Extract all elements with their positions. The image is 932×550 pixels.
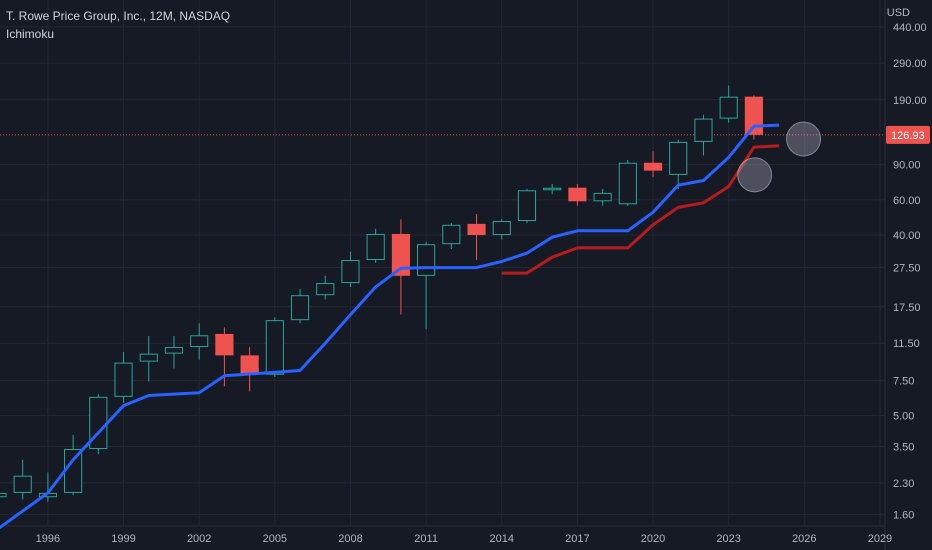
last-price-label: 126.93 [891,130,925,142]
time-tick-label: 2020 [641,533,665,545]
time-tick-label: 2011 [414,533,438,545]
price-axis[interactable]: 440.00 290.00 190.00 90.00 60.00 40.00 27.50 17… [893,22,927,521]
candle-body [290,295,310,321]
price-tick-label: 27.50 [893,263,921,275]
grid-lines [0,0,885,526]
candle-body [492,221,511,236]
candle[interactable] [13,459,32,500]
candle[interactable] [442,222,461,250]
candle[interactable] [492,219,511,240]
candle-body [164,347,184,354]
price-tick-label: 3.50 [893,441,914,453]
candle-body [618,162,637,205]
candle-body [13,475,32,493]
candle[interactable] [568,184,587,206]
price-tick-label: 440.00 [893,22,927,34]
candle-body [643,162,663,171]
candle-body [417,244,436,276]
candles-group [0,85,763,502]
time-tick-label: 1999 [111,533,135,545]
price-tick-label: 190.00 [893,95,927,107]
candle[interactable] [517,188,537,223]
candle[interactable] [467,213,486,261]
currency-label: USD [886,7,910,19]
candle[interactable] [114,351,133,403]
candle[interactable] [618,159,637,206]
indicator-label[interactable]: Ichimoku [6,27,55,41]
candle-body [240,355,259,375]
candle[interactable] [669,139,688,189]
candle-body [114,362,133,397]
candle-body [517,190,537,222]
candle-body [366,233,385,261]
candle[interactable] [316,275,335,300]
candle-body [341,260,360,284]
candle-body [669,141,688,175]
chart-title: T. Rowe Price Group, Inc., 12M, NASDAQ [6,9,231,23]
price-tick-label: 17.50 [893,302,921,314]
last-price-badge [886,125,930,144]
price-tick-label: 40.00 [893,230,921,242]
candle-body [190,335,209,348]
candle-body [265,320,284,375]
candle-body [467,223,486,236]
candle-body [593,192,612,202]
time-tick-label: 1996 [36,533,60,545]
price-tick-label: 60.00 [893,195,921,207]
candle-body [0,492,7,498]
price-tick-label: 1.60 [893,509,914,521]
candle-body [139,353,158,362]
candle[interactable] [240,347,259,392]
price-tick-label: 290.00 [893,58,927,70]
conversion-line [0,123,780,530]
candle[interactable] [0,485,7,501]
candle-body [391,233,410,276]
candle-body [744,96,763,135]
time-tick-label: 2017 [565,533,589,545]
time-tick-label: 2023 [716,533,740,545]
time-tick-label: 2005 [263,533,287,545]
candle-body [694,118,713,142]
candle[interactable] [366,228,385,263]
time-tick-label: 2014 [490,533,514,545]
candle[interactable] [164,335,184,369]
candle[interactable] [543,184,562,195]
candle-body [215,333,234,356]
candle[interactable] [694,114,713,156]
candle-body [442,224,461,245]
candle[interactable] [64,434,83,496]
candle-body [64,448,83,493]
time-tick-label: 2029 [868,533,892,545]
candle[interactable] [290,288,310,324]
annotations-group [737,121,822,193]
base-line [501,144,780,275]
time-tick-label: 2008 [338,533,362,545]
candle[interactable] [265,317,284,377]
price-tick-label: 7.50 [893,375,914,387]
candle[interactable] [643,151,663,178]
time-tick-label: 2002 [187,533,211,545]
time-tick-label: 2026 [792,533,816,545]
price-tick-label: 90.00 [893,160,921,172]
highlight-circle [737,157,773,193]
candle-body [719,96,738,119]
price-tick-label: 5.00 [893,411,914,423]
price-tick-label: 11.50 [893,338,920,350]
candle-body [568,187,587,202]
candle[interactable] [139,335,158,382]
candle[interactable] [593,188,612,206]
time-axis[interactable]: 1996 1999 2002 2005 2008 2011 2014 2017 2020 2023… [36,533,893,545]
candle[interactable] [190,323,209,360]
candle-body [543,187,562,191]
last-price-marker: 126.93 [886,125,930,144]
candle[interactable] [341,251,360,287]
candle-body [316,283,335,296]
price-tick-label: 2.30 [893,478,914,490]
highlight-circle [786,121,822,157]
candle[interactable] [719,85,738,123]
